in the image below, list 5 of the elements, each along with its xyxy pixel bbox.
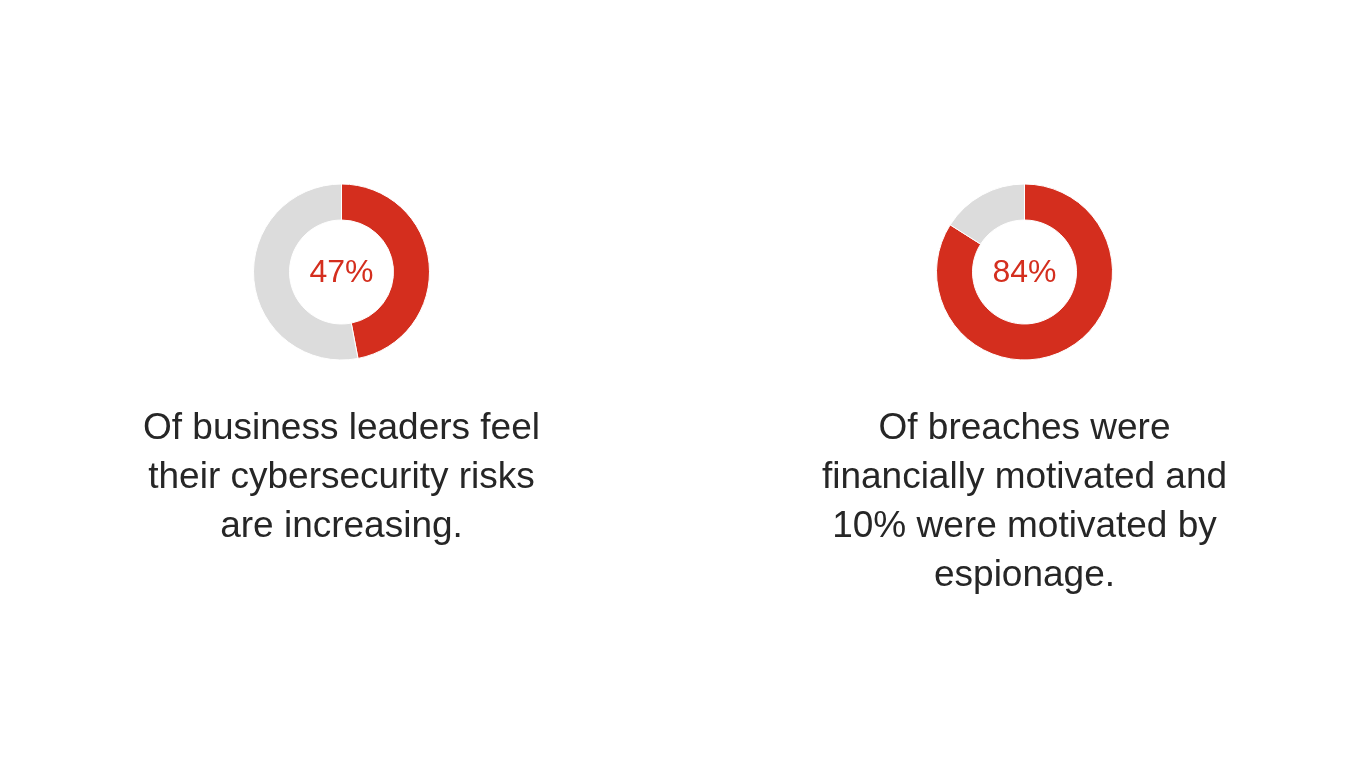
data-label: 47% <box>309 253 374 289</box>
text: Of business leaders feel their cybersecurity risks are increasing. <box>143 406 540 545</box>
donut-slice <box>936 183 1113 361</box>
text: Of breaches were financially motivated and 10% were motivated by espionage. <box>821 406 1228 594</box>
data-label: 84% <box>992 253 1057 289</box>
